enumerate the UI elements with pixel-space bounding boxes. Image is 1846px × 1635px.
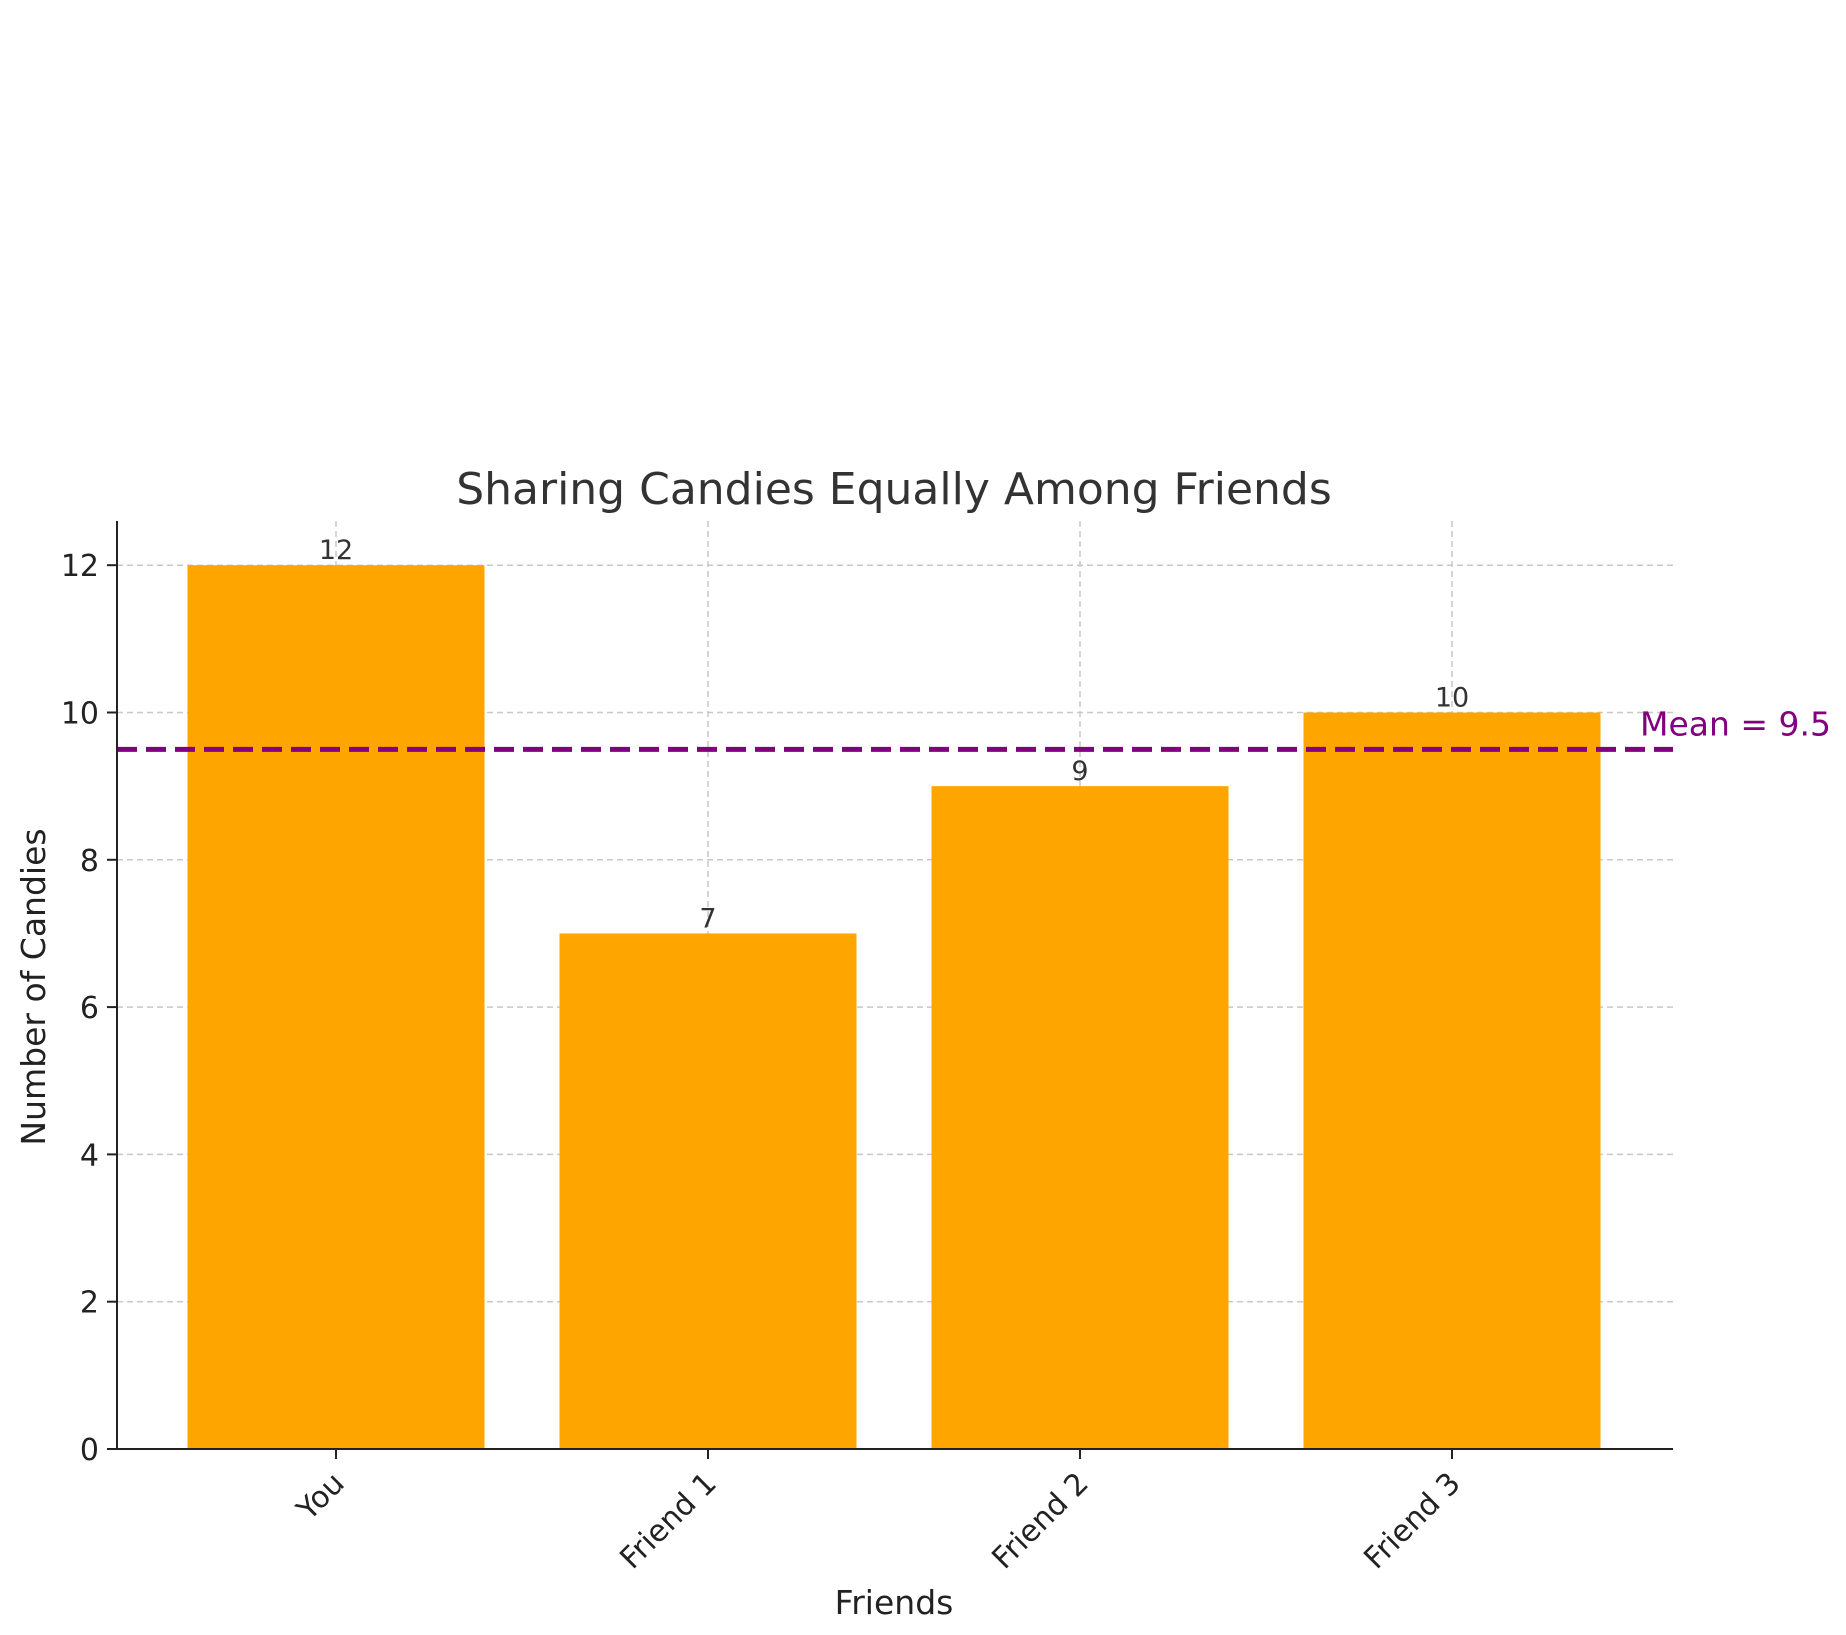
- y-tick-label: 8: [80, 844, 99, 879]
- bar-value-label: 12: [319, 535, 353, 566]
- mean-label: Mean = 9.5: [1640, 704, 1831, 743]
- x-tick-label: Friend 1: [613, 1466, 723, 1576]
- bar: [1303, 712, 1601, 1449]
- bar: [187, 565, 485, 1449]
- y-tick-label: 6: [80, 991, 99, 1026]
- y-axis-label: Number of Candies: [14, 828, 53, 1145]
- y-tick-label: 4: [80, 1138, 99, 1173]
- bar: [559, 933, 857, 1449]
- y-tick-label: 12: [61, 549, 99, 584]
- y-tick-label: 10: [61, 696, 99, 731]
- x-tick-label: You: [290, 1466, 352, 1528]
- x-tick-label: Friend 3: [1357, 1466, 1467, 1576]
- bar-value-label: 10: [1435, 682, 1469, 713]
- bar-value-label: 9: [1071, 756, 1088, 787]
- y-tick-label: 0: [80, 1433, 99, 1468]
- bar-value-label: 7: [699, 903, 716, 934]
- axis-layer: [107, 521, 1673, 1459]
- x-tick-label: Friend 2: [985, 1466, 1095, 1576]
- y-tick-label: 2: [80, 1286, 99, 1321]
- chart-title: Sharing Candies Equally Among Friends: [456, 464, 1332, 515]
- bar: [931, 786, 1229, 1449]
- x-axis-label: Friends: [835, 1583, 954, 1622]
- bar-layer: [187, 565, 1601, 1449]
